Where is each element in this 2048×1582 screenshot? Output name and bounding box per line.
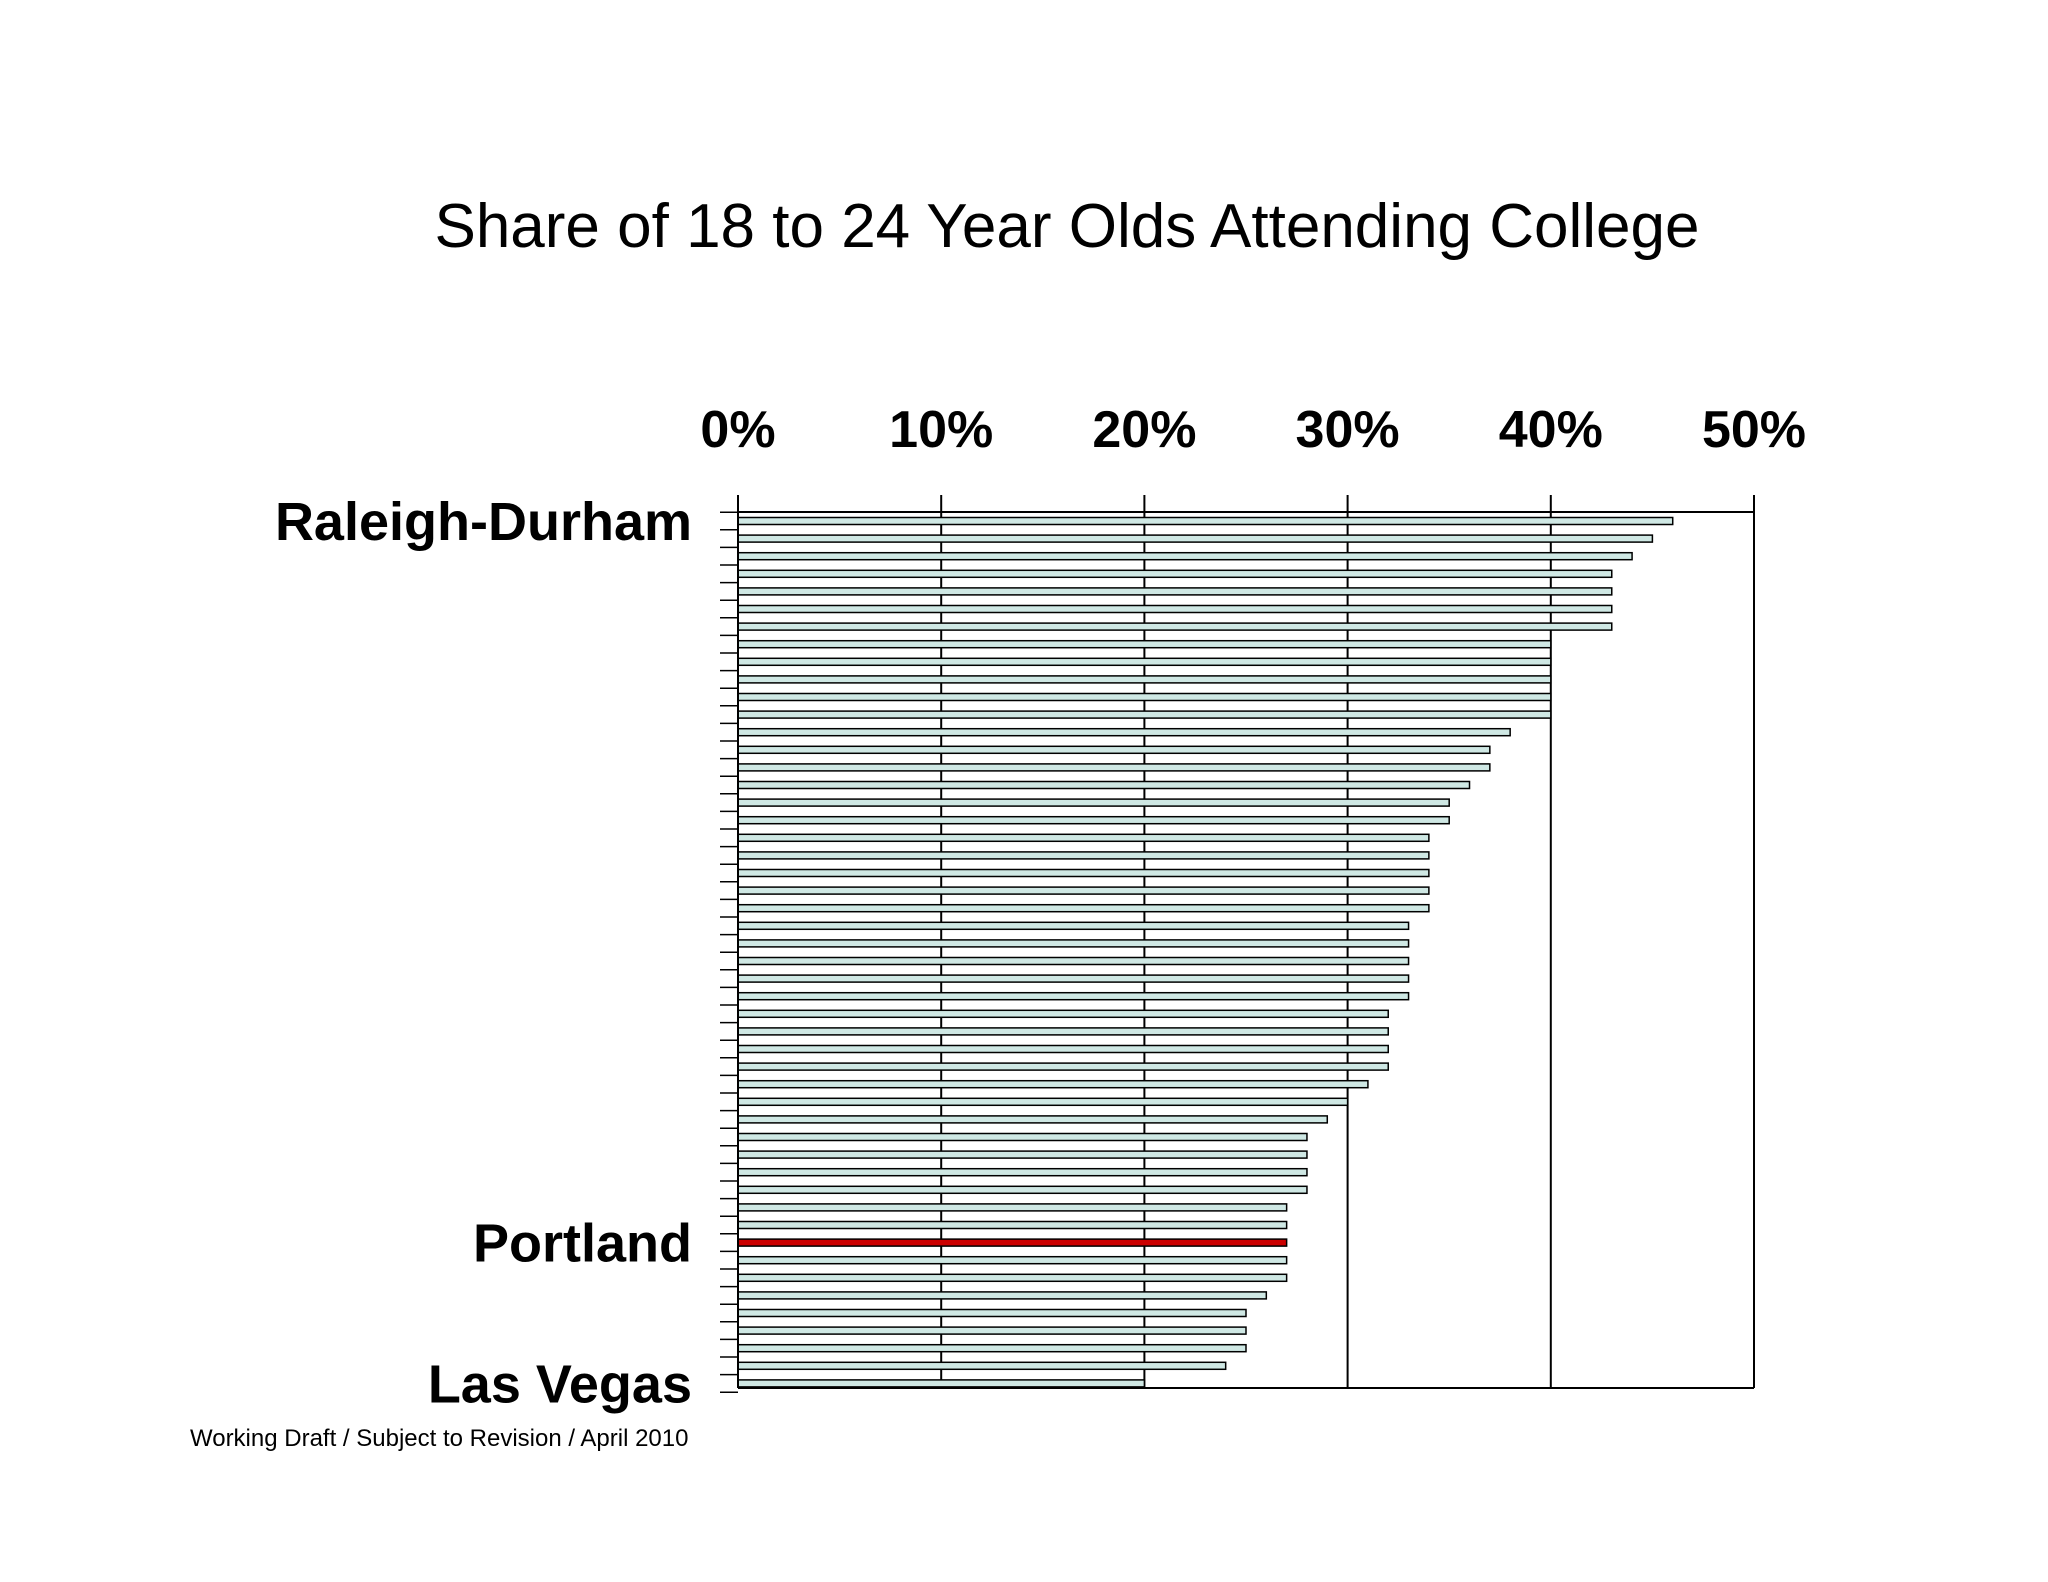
x-tick-label: 50% [1702,401,1806,459]
bar [737,551,1633,561]
category-label: Raleigh-Durham [275,492,692,552]
bar [737,622,1613,631]
bar [737,1220,1288,1230]
bar [737,1044,1389,1054]
category-label: Portland [473,1214,692,1274]
bar [737,868,1430,878]
bar [737,1132,1308,1142]
bar [737,851,1430,860]
bar [737,710,1552,719]
bar [737,727,1511,737]
bar [737,903,1430,913]
bar [737,886,1430,895]
bar [737,1203,1288,1212]
bar [737,939,1410,948]
bar [737,745,1491,755]
bar [737,1062,1389,1071]
bar [737,534,1654,543]
bar [737,692,1552,702]
bar [737,604,1613,614]
x-tick-labels: 0% 10% 20% 30% 40% 50% [700,401,1806,459]
bar [737,815,1450,825]
bar [737,1379,1146,1388]
bar [737,516,1674,526]
bar [737,780,1471,790]
footnote: Working Draft / Subject to Revision / Ap… [190,1425,688,1452]
bar [737,1291,1268,1300]
bar [737,1150,1308,1159]
bar [737,1308,1247,1318]
bar [737,1167,1308,1177]
bar [737,1009,1389,1019]
bar-highlighted [737,1238,1288,1247]
bar [737,763,1491,772]
x-tick-label: 10% [889,401,993,459]
bar [737,587,1613,596]
bar [737,1097,1349,1107]
bar [737,657,1552,667]
x-tick-label: 40% [1499,401,1603,459]
bar [737,921,1410,931]
bar [737,1115,1329,1124]
axis [720,495,1754,1393]
bar [737,1273,1288,1283]
bar [737,1027,1389,1036]
bar [737,1343,1247,1353]
bar [737,1361,1227,1371]
bar [737,956,1410,966]
bars [737,516,1674,1388]
bar [737,569,1613,579]
bar [737,675,1552,684]
bar [737,1255,1288,1265]
bar [737,974,1410,983]
bar [737,798,1450,807]
x-tick-label: 30% [1296,401,1400,459]
bar [737,1185,1308,1195]
chart-title: Share of 18 to 24 Year Olds Attending Co… [434,192,1699,261]
bar [737,1079,1369,1089]
bar [737,833,1430,843]
x-tick-label: 20% [1092,401,1196,459]
category-label: Las Vegas [428,1354,692,1414]
bar [737,639,1552,649]
bar [737,1326,1247,1335]
x-tick-label: 0% [700,401,775,459]
bar [737,991,1410,1001]
category-labels: Raleigh-Durham Portland Las Vegas [275,492,692,1414]
